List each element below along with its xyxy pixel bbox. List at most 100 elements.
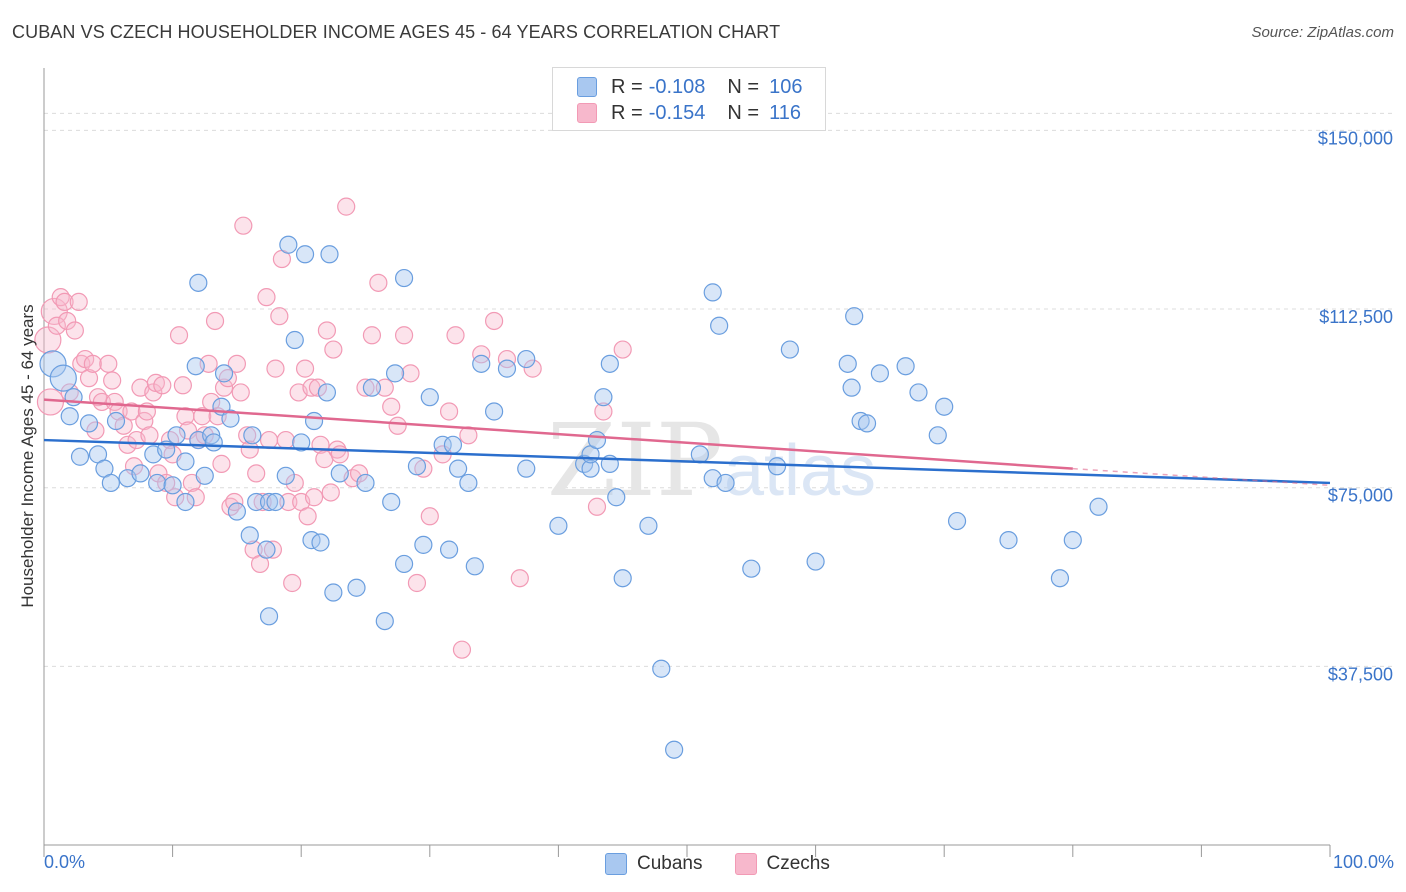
correlation-legend: R = -0.108 N = 106 R = -0.154 N = 116 [552,67,826,131]
cubans-point [407,457,427,476]
cubans-point [613,569,632,588]
cubans-point [394,268,414,288]
cubans-point [857,414,877,433]
czechs-point [587,497,607,516]
czechs-point [83,354,102,373]
cubans-point [465,557,484,576]
czechs-point [349,464,369,483]
czechs-point [510,569,529,588]
cubans-point [703,283,722,302]
axes [43,68,1331,857]
czechs-point [298,507,317,526]
n-label: N = [727,101,760,124]
czechs-point [55,292,74,312]
cubans-point [385,364,405,383]
series-legend: Cubans Czechs [605,853,830,875]
czechs-point [140,426,159,445]
cubans-point [935,397,954,416]
czechs-point [472,345,491,364]
czechs-point [283,573,302,593]
cubans-point [106,411,126,431]
cubans-point [324,583,343,602]
czechs-point [276,430,295,450]
czechs-point [118,435,137,454]
czechs-point [193,407,212,426]
czechs-point [304,488,324,507]
cubans-point [202,426,221,445]
cubans-point [375,611,394,631]
r-label: R = [611,101,643,124]
czechs-point [47,316,66,335]
cubans-point [39,350,67,378]
czechs-n-value: 116 [769,101,801,124]
cubans-n-value: 106 [769,75,803,98]
source-label: Source: ZipAtlas.com [1251,24,1394,41]
cubans-point [439,540,459,559]
watermark-atlas: atlas [724,431,876,511]
czechs-point [257,288,276,307]
czechs-point [394,326,414,345]
czechs-point [295,359,315,378]
czechs-point [594,402,613,421]
cubans-point [896,357,915,376]
czechs-point [330,445,349,464]
czechs-point [166,488,185,507]
cubans-point [176,492,195,512]
x-tick-min: 0.0% [44,852,86,872]
czechs-points [34,197,632,659]
y-tick-label: $75,000 [1328,486,1393,506]
cubans-point [356,473,375,493]
czechs-point [153,376,172,395]
cubans-swatch [577,77,597,97]
czechs-point [388,416,407,435]
cubans-point [517,459,536,478]
y-tick-labels: $37,500 $75,000 $112,500 $150,000 [1318,128,1393,684]
cubans-r-value: -0.108 [648,75,706,98]
cubans-legend-swatch [605,853,627,875]
czechs-point [227,354,246,373]
cubans-point [581,459,600,478]
czechs-point [240,440,259,459]
y-tick-label: $150,000 [1318,128,1393,148]
cubans-point [1063,531,1082,550]
r-label: R = [611,75,643,98]
cubans-point [330,464,349,483]
cubans-point [247,492,266,512]
cubans-point [101,473,120,493]
cubans-point [148,473,167,493]
cubans-point [186,357,205,376]
czechs-point [613,340,632,359]
czechs-point [362,326,382,345]
czechs-point [259,430,279,450]
chart-title: CUBAN VS CZECH HOUSEHOLDER INCOME AGES 4… [12,22,781,42]
x-tick-max: 100.0% [1332,852,1394,872]
cubans-points [39,235,1108,759]
cubans-point [607,488,626,507]
czechs-point [459,426,478,445]
czechs-point [214,378,234,397]
cubans-point [652,659,671,678]
cubans-point [79,414,99,433]
cubans-point [716,473,735,493]
czechs-point [169,326,189,345]
cubans-point [420,388,439,407]
czechs-point [79,369,99,388]
czechs-point [238,426,257,445]
cubans-point [845,307,864,326]
cubans-point [304,411,324,431]
czechs-point [452,640,472,659]
czechs-point [247,464,266,483]
cubans-point [362,378,382,397]
cubans-point [459,473,478,493]
cubans-point [243,426,262,445]
cubans-point [780,340,799,359]
czechs-point [122,402,141,421]
cubans-point [928,426,947,445]
cubans-point [710,316,729,335]
czechs-point [234,216,253,235]
cubans-point [347,578,366,597]
czechs-point [308,378,328,397]
czechs-point [186,488,205,507]
y-axis-label: Householder Income Ages 45 - 64 years [18,304,37,608]
czechs-point [285,473,304,493]
